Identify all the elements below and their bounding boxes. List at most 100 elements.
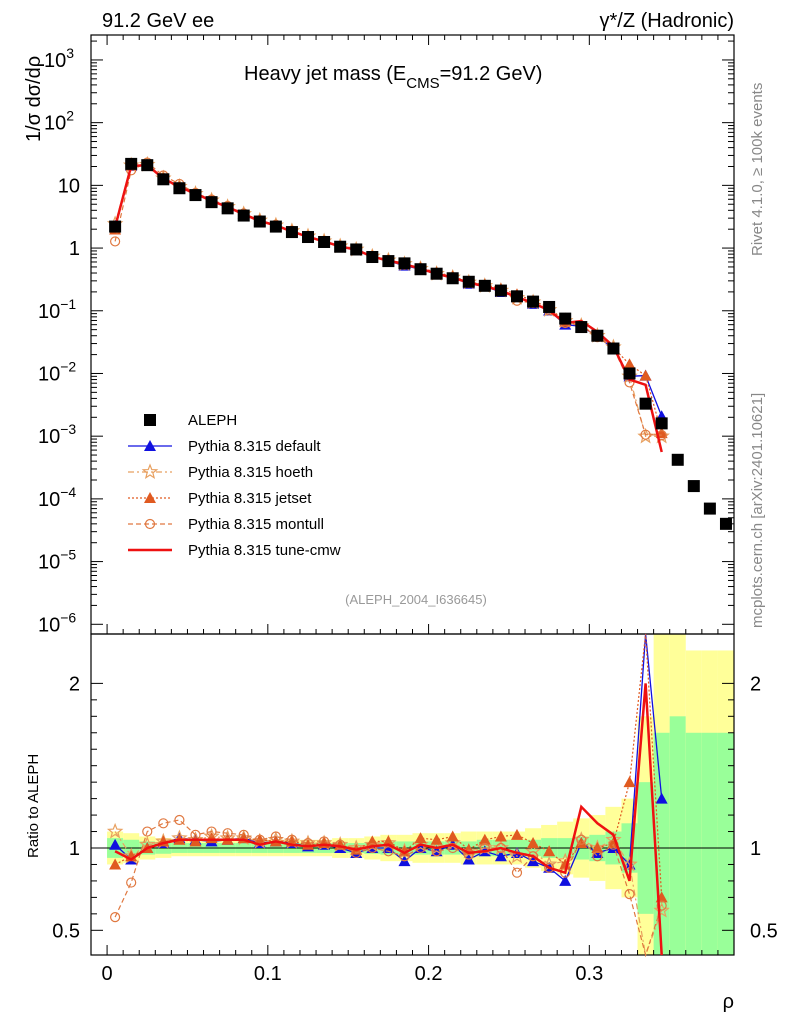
x-tick-label: 0: [102, 963, 113, 985]
legend-item: Pythia 8.315 jetset: [128, 490, 312, 507]
legend-item: Pythia 8.315 hoeth: [128, 463, 313, 481]
ratio-tick-label: 0.5: [52, 920, 80, 942]
data-point: [173, 182, 186, 195]
chart-title-tail: =91.2 GeV): [440, 63, 543, 85]
data-point: [607, 342, 620, 355]
legend-item: ALEPH: [144, 412, 237, 429]
data-point: [671, 453, 684, 466]
chart-title-sub: CMS: [406, 75, 439, 92]
ratio-point-montull: [142, 826, 153, 837]
ratio-point-montull: [463, 849, 474, 860]
y-tick-label: 10−1: [38, 296, 76, 323]
ratio-point-jetset: [414, 832, 427, 844]
ratio-point-jetset: [527, 837, 540, 849]
ratio-line-montull: [114, 819, 663, 958]
y-tick-label: 10: [58, 175, 80, 197]
series-line-default: [114, 164, 663, 417]
ratio-point-montull: [126, 877, 137, 888]
data-point: [687, 480, 700, 493]
data-point: [575, 321, 588, 334]
y-tick-label: 1: [69, 238, 80, 260]
legend-label: Pythia 8.315 montull: [188, 516, 324, 533]
ratio-point-jetset: [543, 845, 556, 857]
ratio-line-tunecmw: [114, 683, 663, 956]
series-point-jetset: [639, 369, 652, 381]
ratio-point-hoeth: [492, 839, 510, 856]
series-line-jetset: [114, 164, 663, 434]
ratio-point-jetset: [591, 842, 604, 853]
data-point: [543, 300, 556, 313]
chart-title: Heavy jet mass (ECMS=91.2 GeV): [244, 63, 542, 92]
y-axis-label: 1/σ dσ/dρ: [23, 56, 45, 142]
legend-label: Pythia 8.315 default: [188, 438, 321, 455]
ratio-tick-label-right: 0.5: [750, 920, 778, 942]
y-tick-label: 103: [44, 45, 74, 72]
legend-label: Pythia 8.315 jetset: [188, 490, 312, 507]
series-line-tunecmw: [113, 163, 663, 453]
x-tick-label: 0.2: [415, 963, 443, 985]
legend-marker-hoeth: [141, 463, 159, 480]
data-point: [125, 157, 138, 170]
data-point: [318, 235, 331, 248]
data-point: [141, 159, 154, 172]
data-point: [237, 209, 250, 222]
reference-label: (ALEPH_2004_I636645): [345, 592, 487, 607]
data-point: [719, 517, 732, 530]
ratio-point-jetset: [623, 776, 636, 788]
mcplots-label: mcplots.cern.ch [arXiv:2401.10621]: [749, 393, 766, 628]
ratio-axis-label: Ratio to ALEPH: [25, 754, 42, 858]
ratio-point-jetset: [430, 833, 443, 845]
axes: 0 0.1 0.2 0.310310210110−110−210−310−410−51…: [38, 35, 778, 985]
ratio-point-default: [559, 874, 572, 886]
data-point: [430, 267, 443, 280]
data-point: [639, 397, 652, 410]
data-point: [253, 215, 266, 228]
data-point: [446, 272, 459, 285]
legend-marker-data: [144, 414, 156, 426]
data-point: [205, 196, 218, 209]
ratio-point-jetset: [398, 845, 411, 857]
data-point: [494, 284, 507, 297]
ratio-point-default: [109, 838, 122, 850]
series-point-jetset: [623, 358, 636, 370]
header-left: 91.2 GeV ee: [102, 10, 214, 32]
data-point: [527, 295, 540, 308]
y-tick-label: 10−2: [38, 358, 76, 385]
ratio-point-montull: [592, 851, 603, 862]
data-point: [398, 257, 411, 270]
data-point: [334, 240, 347, 253]
data-point: [703, 502, 716, 515]
ratio-point-montull: [656, 900, 667, 911]
ratio-tick-label-right: 1: [750, 838, 761, 860]
ratio-point-jetset: [109, 858, 122, 870]
data-point: [623, 367, 636, 380]
ratio-point-jetset: [366, 835, 379, 847]
ratio-point-jetset: [478, 833, 491, 845]
ratio-point-jetset: [510, 828, 523, 840]
ratio-tick-label: 2: [69, 673, 80, 695]
legend-item: Pythia 8.315 tune-cmw: [128, 542, 341, 559]
ratio-point-hoeth: [653, 901, 670, 918]
data-point: [221, 202, 234, 215]
data-point: [462, 275, 475, 288]
header-right: γ*/Z (Hadronic): [600, 10, 734, 32]
ratio-point-default: [494, 850, 507, 862]
ratio-point-montull: [110, 912, 121, 923]
x-tick-label: 0.1: [254, 963, 282, 985]
ratio-point-jetset: [382, 835, 395, 847]
legend-marker-jetset: [144, 492, 156, 503]
data-point: [414, 263, 427, 276]
ratio-point-montull: [158, 818, 169, 829]
chart-title-main: Heavy jet mass (E: [244, 63, 406, 85]
ratio-point-jetset: [494, 830, 507, 842]
data-point: [478, 279, 491, 292]
series-line-montull: [114, 161, 662, 436]
band-green-bin: [669, 716, 686, 955]
ratio-point-hoeth: [106, 822, 124, 839]
legend: ALEPH Pythia 8.315 default Pythia 8.315 ho…: [128, 412, 341, 559]
ratio-point-default: [382, 842, 395, 853]
band-green-bin: [701, 732, 718, 955]
rivet-label: Rivet 4.1.0, ≥ 100k events: [749, 83, 766, 256]
legend-marker-montull: [144, 518, 156, 530]
